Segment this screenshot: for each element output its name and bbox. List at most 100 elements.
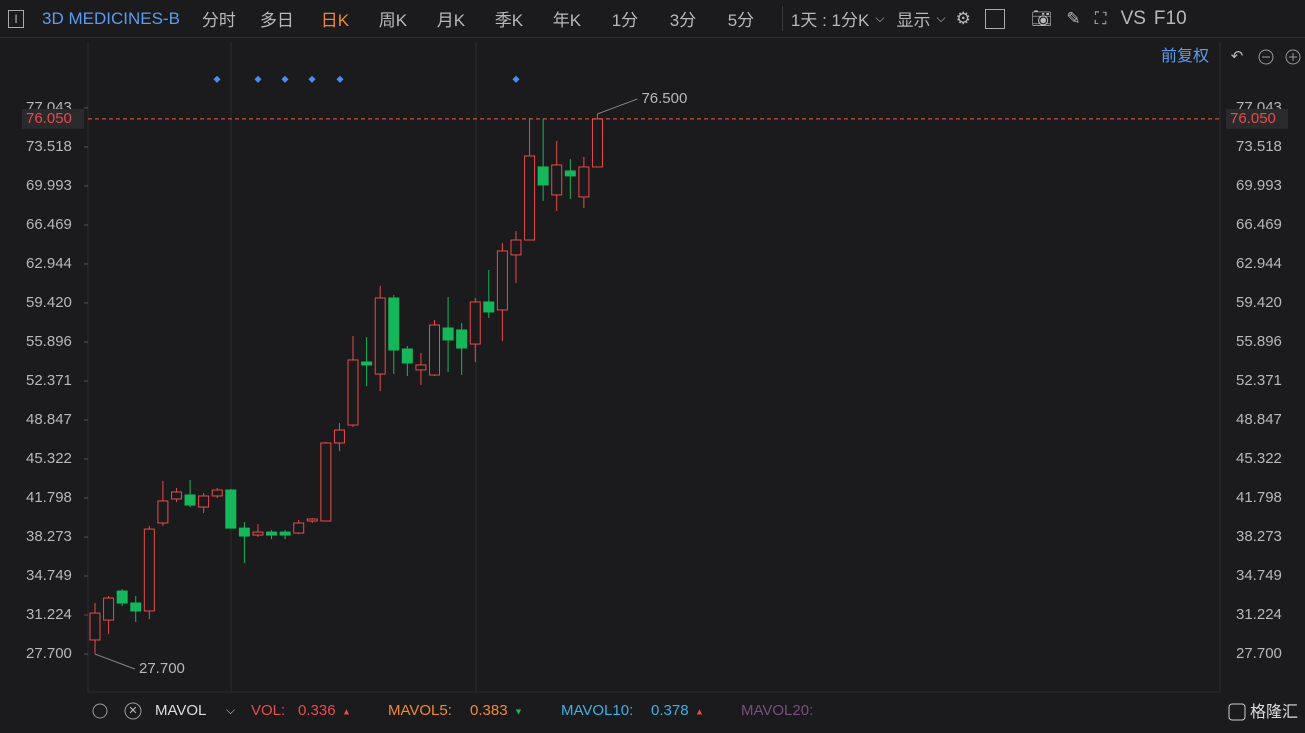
candle-body xyxy=(320,442,332,522)
y2-tick-label: 41.798 xyxy=(1236,489,1282,506)
up-arrow: ▲ xyxy=(695,706,704,716)
candle-body xyxy=(306,518,318,522)
camera-icon[interactable]: 📷︎ xyxy=(1030,8,1053,28)
candle-body xyxy=(469,301,481,345)
background xyxy=(0,39,1305,733)
candle-body xyxy=(551,164,563,196)
high-pointer xyxy=(597,98,638,115)
candle-body xyxy=(388,297,400,351)
vs-button[interactable]: VS xyxy=(1120,7,1146,29)
candle-body xyxy=(103,597,115,621)
period-tab[interactable]: 多日 xyxy=(259,11,294,30)
box-icon[interactable] xyxy=(984,8,1005,29)
y2-tick-label: 69.993 xyxy=(1236,177,1282,194)
last-price-tag-left-text: 76.050 xyxy=(26,110,72,127)
f10-button[interactable]: F10 xyxy=(1153,7,1187,29)
candle-body xyxy=(184,494,196,506)
adjust-mode[interactable]: 前复权 xyxy=(1161,47,1209,65)
range-select[interactable]: 1天 : 1分K xyxy=(781,6,869,31)
event-marker[interactable] xyxy=(254,75,262,83)
indicator-name[interactable]: MAVOL xyxy=(155,702,206,719)
event-marker[interactable] xyxy=(213,75,221,83)
candle-body xyxy=(456,329,468,349)
candle-body xyxy=(266,531,278,536)
candle-body xyxy=(252,531,264,536)
mavol10-label: MAVOL10: xyxy=(561,702,633,719)
toolbar: I 3D MEDICINES-B 分时 多日 日K 周K 月K 季K 年K 1分 3分 5分 1天… xyxy=(0,0,1305,38)
vol-value: 0.336 xyxy=(298,702,336,719)
period-tab[interactable]: 年K xyxy=(552,11,582,30)
y-tick-label: 45.322 xyxy=(26,450,72,467)
mavol5-label: MAVOL5: xyxy=(388,702,452,719)
undo-icon[interactable]: ↶ xyxy=(1231,48,1244,65)
menu-icon[interactable]: I xyxy=(8,9,24,28)
y2-tick-label: 62.944 xyxy=(1236,255,1282,272)
candle-body xyxy=(442,327,454,341)
candle-body xyxy=(198,495,210,508)
mavol5-value: 0.383 xyxy=(470,702,508,719)
event-marker[interactable] xyxy=(281,75,289,83)
y-tick-label: 69.993 xyxy=(26,177,72,194)
y2-tick-label: 52.371 xyxy=(1236,372,1282,389)
candle-body xyxy=(333,429,345,444)
event-marker[interactable] xyxy=(308,75,316,83)
display-menu[interactable]: 显示 xyxy=(896,11,931,30)
candle-body xyxy=(238,527,250,537)
y2-tick-label: 31.224 xyxy=(1236,606,1282,623)
close-icon[interactable] xyxy=(124,702,142,720)
candle-body xyxy=(415,364,427,371)
y2-tick-label: 73.518 xyxy=(1236,138,1282,155)
last-price-tag-right-text: 76.050 xyxy=(1230,110,1276,127)
candle-body xyxy=(211,489,223,497)
y-tick-label: 59.420 xyxy=(26,294,72,311)
candle-body xyxy=(130,602,142,612)
period-tab[interactable]: 5分 xyxy=(727,11,755,30)
y2-tick-label: 27.700 xyxy=(1236,645,1282,662)
y2-tick-label: 66.469 xyxy=(1236,216,1282,233)
event-marker[interactable] xyxy=(336,75,344,83)
y-tick-label: 41.798 xyxy=(26,489,72,506)
y-tick-label: 55.896 xyxy=(26,333,72,350)
zoom-in[interactable] xyxy=(1285,49,1301,65)
mavol10-value: 0.378 xyxy=(651,702,689,719)
period-tab[interactable]: 日K xyxy=(320,11,350,30)
period-tab[interactable]: 月K xyxy=(436,11,466,30)
period-tab[interactable]: 分时 xyxy=(201,11,236,30)
candle-body xyxy=(89,612,101,641)
y-tick-label: 66.469 xyxy=(26,216,72,233)
candle-body xyxy=(591,118,603,168)
candle-body xyxy=(143,528,155,612)
y-tick-label: 31.224 xyxy=(26,606,72,623)
pen-icon[interactable]: ✎ xyxy=(1066,8,1081,28)
event-marker[interactable] xyxy=(512,75,520,83)
period-tab[interactable]: 3分 xyxy=(669,11,697,30)
y-tick-label: 52.371 xyxy=(26,372,72,389)
settings-icon[interactable]: ⚙ xyxy=(955,8,971,28)
candle-body xyxy=(429,324,440,376)
down-arrow: ▼ xyxy=(514,706,523,716)
candle-body xyxy=(361,361,373,366)
candle-body xyxy=(510,239,522,256)
y-tick-label: 73.518 xyxy=(26,138,72,155)
last-price-tag-right xyxy=(1226,108,1288,129)
volume-bar: ✕ MAVOL ⌵ VOL: 0.336 ▲ MAVOL5: 0.383 ▼ M… xyxy=(92,702,1298,721)
vol-label: VOL: xyxy=(251,702,285,719)
period-tab[interactable]: 1分 xyxy=(611,11,639,30)
period-tabs: 分时 多日 日K 周K 月K 季K 年K 1分 3分 5分 xyxy=(190,6,770,31)
zoom-out[interactable] xyxy=(1258,49,1274,65)
period-tab[interactable]: 季K xyxy=(494,11,524,30)
chevron: ⌵ xyxy=(875,11,885,25)
candle-body xyxy=(170,491,182,500)
y2-tick-label: 55.896 xyxy=(1236,333,1282,350)
expand-icon[interactable]: ⛶ xyxy=(1094,8,1107,28)
up-arrow: ▲ xyxy=(342,706,351,716)
y2-tick-label: 45.322 xyxy=(1236,450,1282,467)
y2-tick-label: 34.749 xyxy=(1236,567,1282,584)
y2-tick-label: 48.847 xyxy=(1236,411,1282,428)
y-tick-label: 62.944 xyxy=(26,255,72,272)
period-tab[interactable]: 周K xyxy=(378,11,408,30)
candle-body xyxy=(279,531,291,536)
settings-icon[interactable] xyxy=(92,703,108,719)
plot: 27.700 27.700 31.224 31.224 34.749 34.749 38.2… xyxy=(22,90,1288,677)
